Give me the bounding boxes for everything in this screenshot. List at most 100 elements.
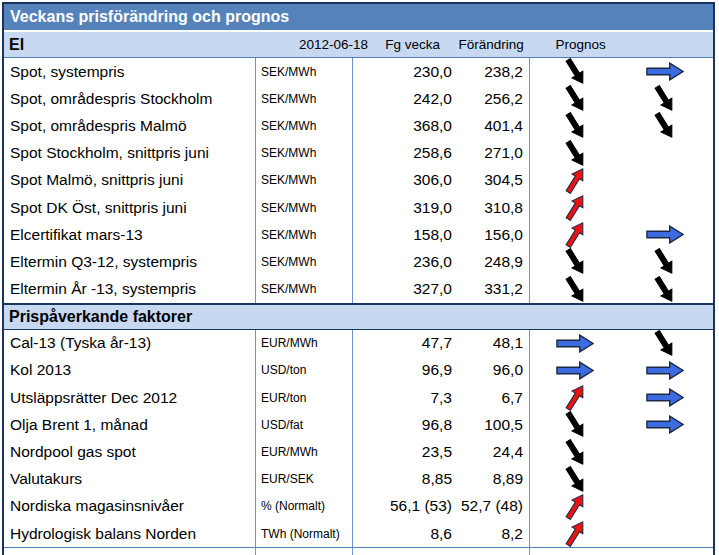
change-arrow-cell xyxy=(530,493,620,520)
row-label: Spot, områdespris Malmö xyxy=(4,112,256,139)
row-previous-value: 248,9 xyxy=(456,248,530,275)
arrow-right-icon xyxy=(556,334,594,353)
row-previous-value: 8,2 xyxy=(456,520,530,547)
column-header-previous-week: Fg vecka xyxy=(372,37,446,52)
row-previous-value: 401,4 xyxy=(456,112,530,139)
row-unit: EUR/MWh xyxy=(256,438,353,465)
change-arrow-cell xyxy=(530,384,620,411)
section-header-faktorer: Prispåverkande faktorer xyxy=(4,303,713,330)
row-current-value: 242,0 xyxy=(353,85,456,112)
change-arrow-cell xyxy=(530,248,620,275)
row-current-value: 319,0 xyxy=(353,194,456,221)
row-label: Kol 2013 xyxy=(4,357,256,384)
section-label-el: El xyxy=(4,36,24,54)
table-row: Spot, områdespris Stockholm SEK/MWh 242,… xyxy=(4,85,713,112)
table-row: Utsläppsrätter Dec 2012 EUR/ton 7,3 6,7 xyxy=(4,384,713,411)
arrow-right-icon xyxy=(646,225,684,244)
row-previous-value: 48,1 xyxy=(456,330,530,357)
change-arrow-cell xyxy=(530,140,620,167)
forecast-arrow-cell xyxy=(620,411,709,438)
table-row: Spot Malmö, snittpris juni SEK/MWh 306,0… xyxy=(4,167,713,194)
table-row: Nordpool gas spot EUR/MWh 23,5 24,4 xyxy=(4,438,713,465)
change-arrow-cell xyxy=(530,85,620,112)
arrow-down-icon xyxy=(561,273,589,306)
table-row: Spot, områdespris Malmö SEK/MWh 368,0 40… xyxy=(4,112,713,139)
arrow-down-icon xyxy=(561,409,589,442)
change-arrow-cell xyxy=(530,330,620,357)
change-arrow-cell xyxy=(530,194,620,221)
change-arrow-cell xyxy=(530,466,620,493)
arrow-down-icon xyxy=(650,110,678,143)
forecast-arrow-cell xyxy=(620,85,709,112)
forecast-arrow-cell xyxy=(620,58,709,85)
row-unit: SEK/MWh xyxy=(256,140,353,167)
row-current-value: 96,8 xyxy=(353,411,456,438)
table-row: Nordiska magasinsnivåer % (Normalt) 56,1… xyxy=(4,493,713,520)
row-label: Hydrologisk balans Norden xyxy=(4,520,256,547)
table-row: Spot Stockholm, snittpris juni SEK/MWh 2… xyxy=(4,140,713,167)
row-previous-value: 271,0 xyxy=(456,140,530,167)
next-row-partial xyxy=(4,547,713,555)
row-current-value: 8,6 xyxy=(353,520,456,547)
arrow-up-icon xyxy=(561,517,589,550)
arrow-down-icon xyxy=(650,273,678,306)
row-previous-value: 6,7 xyxy=(456,384,530,411)
row-unit: TWh (Normalt) xyxy=(256,520,353,547)
row-previous-value: 304,5 xyxy=(456,167,530,194)
change-arrow-cell xyxy=(530,276,620,303)
row-unit: SEK/MWh xyxy=(256,248,353,275)
row-unit: EUR/MWh xyxy=(256,330,353,357)
forecast-arrow-cell xyxy=(620,276,709,303)
row-previous-value: 156,0 xyxy=(456,221,530,248)
row-current-value: 56,1 (53) xyxy=(353,493,456,520)
row-previous-value: 8,89 xyxy=(456,466,530,493)
row-current-value: 158,0 xyxy=(353,221,456,248)
empty-cell xyxy=(4,548,256,555)
table-row: Elcertifikat mars-13 SEK/MWh 158,0 156,0 xyxy=(4,221,713,248)
row-label: Valutakurs xyxy=(4,466,256,493)
row-label: Olja Brent 1, månad xyxy=(4,411,256,438)
column-header-forecast: Prognos xyxy=(536,37,625,52)
row-current-value: 23,5 xyxy=(353,438,456,465)
arrow-down-icon xyxy=(650,83,678,116)
row-previous-value: 24,4 xyxy=(456,438,530,465)
forecast-arrow-cell xyxy=(620,493,709,520)
row-label: Spot Malmö, snittpris juni xyxy=(4,167,256,194)
column-header-date: 2012-06-18 xyxy=(172,37,372,52)
row-previous-value: 256,2 xyxy=(456,85,530,112)
row-current-value: 96,9 xyxy=(353,357,456,384)
change-arrow-cell xyxy=(530,520,620,547)
table-title: Veckans prisförändring och prognos xyxy=(4,4,713,32)
table-row: Eltermin Q3-12, systempris SEK/MWh 236,0… xyxy=(4,248,713,275)
row-previous-value: 52,7 (48) xyxy=(456,493,530,520)
table-row: Hydrologisk balans Norden TWh (Normalt) … xyxy=(4,520,713,547)
table-row: Valutakurs EUR/SEK 8,85 8,89 xyxy=(4,466,713,493)
forecast-arrow-cell xyxy=(620,384,709,411)
row-label: Elcertifikat mars-13 xyxy=(4,221,256,248)
row-unit: EUR/SEK xyxy=(256,466,353,493)
forecast-arrow-cell xyxy=(620,140,709,167)
row-label: Utsläppsrätter Dec 2012 xyxy=(4,384,256,411)
row-label: Cal-13 (Tyska år-13) xyxy=(4,330,256,357)
forecast-arrow-cell xyxy=(620,520,709,547)
row-label: Spot Stockholm, snittpris juni xyxy=(4,140,256,167)
row-unit: USD/ton xyxy=(256,357,353,384)
row-current-value: 230,0 xyxy=(353,58,456,85)
row-unit: SEK/MWh xyxy=(256,276,353,303)
forecast-arrow-cell xyxy=(620,438,709,465)
row-current-value: 8,85 xyxy=(353,466,456,493)
row-label: Spot DK Öst, snittpris juni xyxy=(4,194,256,221)
row-current-value: 306,0 xyxy=(353,167,456,194)
forecast-arrow-cell xyxy=(620,112,709,139)
row-current-value: 236,0 xyxy=(353,248,456,275)
row-unit: SEK/MWh xyxy=(256,221,353,248)
row-current-value: 368,0 xyxy=(353,112,456,139)
empty-cell xyxy=(456,548,530,555)
arrow-right-icon xyxy=(556,361,594,380)
section-rows-faktorer: Cal-13 (Tyska år-13) EUR/MWh 47,7 48,1 K… xyxy=(4,330,713,548)
table-row: Spot, systempris SEK/MWh 230,0 238,2 xyxy=(4,58,713,85)
row-current-value: 258,6 xyxy=(353,140,456,167)
arrow-down-icon xyxy=(561,110,589,143)
table-row: Kol 2013 USD/ton 96,9 96,0 xyxy=(4,357,713,384)
change-arrow-cell xyxy=(530,167,620,194)
